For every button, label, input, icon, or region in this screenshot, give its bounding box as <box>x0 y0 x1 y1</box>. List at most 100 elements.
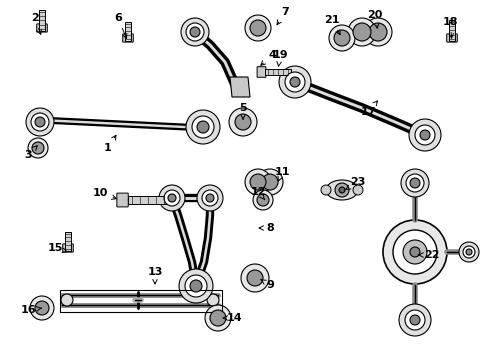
Circle shape <box>419 130 429 140</box>
Circle shape <box>363 18 391 46</box>
Circle shape <box>28 138 48 158</box>
Circle shape <box>228 108 257 136</box>
Text: 6: 6 <box>114 13 126 39</box>
Circle shape <box>285 72 305 92</box>
Text: 20: 20 <box>366 10 382 28</box>
Circle shape <box>246 270 263 286</box>
Circle shape <box>31 113 49 131</box>
Circle shape <box>333 30 349 46</box>
Text: 22: 22 <box>418 250 439 260</box>
Text: 7: 7 <box>277 7 288 25</box>
Circle shape <box>204 305 230 331</box>
Circle shape <box>368 23 386 41</box>
Circle shape <box>257 169 283 195</box>
Circle shape <box>409 315 419 325</box>
Circle shape <box>26 108 54 136</box>
Circle shape <box>347 18 375 46</box>
Circle shape <box>35 117 45 127</box>
Circle shape <box>179 269 213 303</box>
Circle shape <box>168 194 176 202</box>
Circle shape <box>409 247 419 257</box>
Circle shape <box>409 178 419 188</box>
Text: 8: 8 <box>259 223 273 233</box>
Text: 5: 5 <box>239 103 246 119</box>
Circle shape <box>163 190 180 206</box>
Circle shape <box>32 142 44 154</box>
Circle shape <box>382 220 446 284</box>
Circle shape <box>61 294 73 306</box>
Circle shape <box>197 185 223 211</box>
Circle shape <box>197 121 208 133</box>
Circle shape <box>184 275 206 297</box>
Text: 15: 15 <box>47 243 67 253</box>
Circle shape <box>185 23 203 41</box>
Circle shape <box>252 190 272 210</box>
FancyBboxPatch shape <box>446 34 456 42</box>
Circle shape <box>159 185 184 211</box>
Circle shape <box>209 310 225 326</box>
Text: 2: 2 <box>31 13 41 34</box>
FancyBboxPatch shape <box>117 193 128 207</box>
Text: 1: 1 <box>104 135 116 153</box>
Polygon shape <box>229 77 249 97</box>
FancyBboxPatch shape <box>62 244 73 252</box>
Circle shape <box>192 116 214 138</box>
Ellipse shape <box>325 180 357 200</box>
Circle shape <box>249 20 265 36</box>
Text: 12: 12 <box>250 187 265 200</box>
Circle shape <box>244 15 270 41</box>
Text: 10: 10 <box>92 188 116 199</box>
Circle shape <box>400 169 428 197</box>
Circle shape <box>205 194 214 202</box>
Circle shape <box>289 77 299 87</box>
Text: 13: 13 <box>147 267 163 284</box>
Circle shape <box>398 304 430 336</box>
FancyBboxPatch shape <box>65 232 71 251</box>
Circle shape <box>185 110 220 144</box>
Circle shape <box>244 169 270 195</box>
Circle shape <box>408 119 440 151</box>
Circle shape <box>202 190 218 206</box>
Circle shape <box>235 114 250 130</box>
Text: 18: 18 <box>441 17 457 38</box>
Circle shape <box>414 125 434 145</box>
Circle shape <box>262 174 278 190</box>
Circle shape <box>30 296 54 320</box>
Circle shape <box>257 194 268 206</box>
Circle shape <box>181 18 208 46</box>
FancyBboxPatch shape <box>265 69 290 75</box>
Circle shape <box>35 301 49 315</box>
Text: 16: 16 <box>20 305 41 315</box>
Text: 23: 23 <box>345 177 365 190</box>
Text: 21: 21 <box>324 15 340 35</box>
Circle shape <box>241 264 268 292</box>
Text: 3: 3 <box>24 146 37 160</box>
Circle shape <box>352 185 362 195</box>
Circle shape <box>338 187 345 193</box>
Circle shape <box>320 185 330 195</box>
Circle shape <box>402 240 426 264</box>
Text: 14: 14 <box>223 313 243 323</box>
Circle shape <box>392 230 436 274</box>
Circle shape <box>465 249 471 255</box>
FancyBboxPatch shape <box>39 10 45 31</box>
Circle shape <box>190 27 200 37</box>
FancyBboxPatch shape <box>448 20 454 41</box>
Circle shape <box>249 174 265 190</box>
Circle shape <box>190 280 202 292</box>
FancyBboxPatch shape <box>122 34 133 42</box>
FancyBboxPatch shape <box>127 196 168 204</box>
Text: 4: 4 <box>260 50 275 66</box>
Circle shape <box>206 294 219 306</box>
Circle shape <box>404 310 424 330</box>
Circle shape <box>462 246 474 258</box>
FancyBboxPatch shape <box>37 24 47 32</box>
Text: 9: 9 <box>260 280 273 290</box>
Text: 11: 11 <box>274 167 289 181</box>
Text: 19: 19 <box>272 50 287 66</box>
Circle shape <box>458 242 478 262</box>
FancyBboxPatch shape <box>125 22 131 40</box>
FancyBboxPatch shape <box>257 67 265 77</box>
Circle shape <box>328 25 354 51</box>
Text: 17: 17 <box>360 101 377 117</box>
